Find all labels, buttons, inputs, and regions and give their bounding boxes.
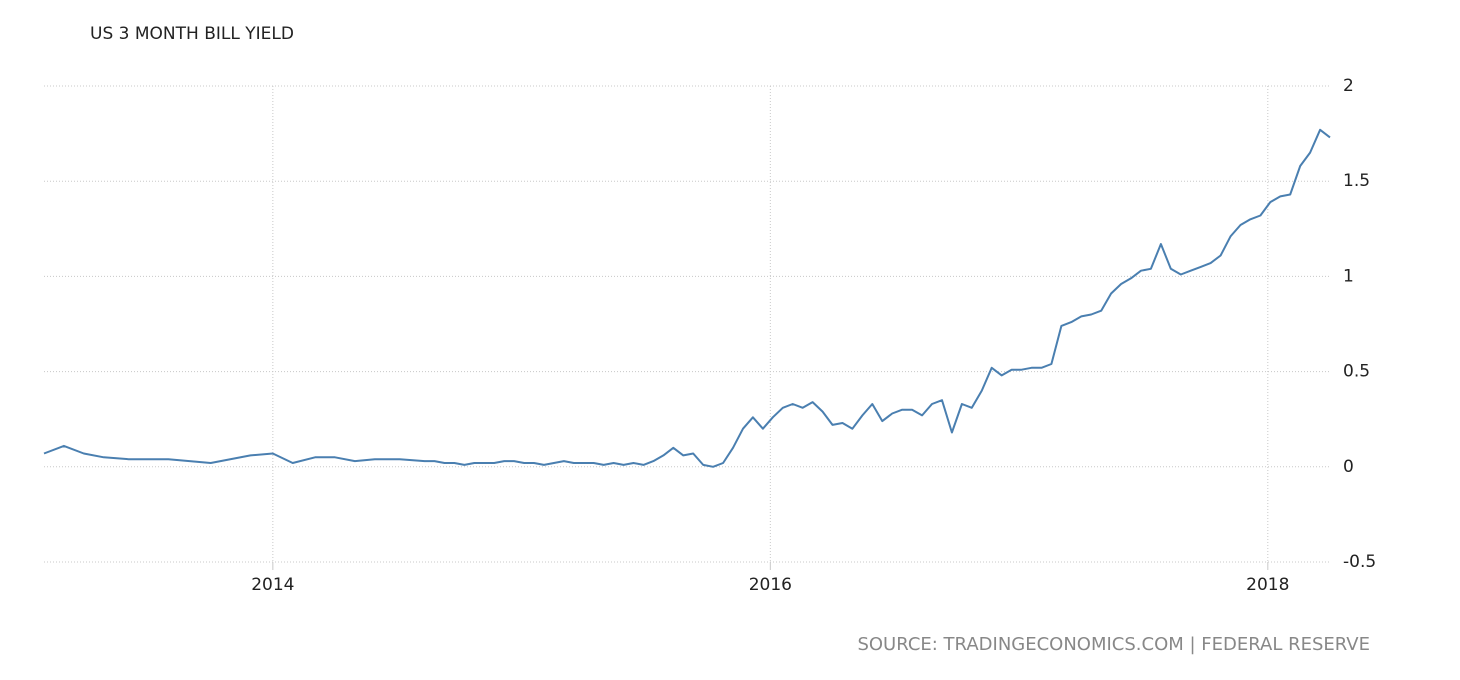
y-tick-label: 1.5 — [1343, 171, 1370, 191]
source: SOURCE: TRADINGECONOMICS.COM | FEDERAL R… — [857, 634, 1370, 655]
y-tick-label: 0.5 — [1343, 362, 1370, 382]
x-tick-label: 2014 — [251, 575, 294, 595]
y-tick-label: 0 — [1343, 457, 1354, 477]
x-tick-label: 2016 — [749, 575, 792, 595]
y-tick-label: 2 — [1343, 76, 1354, 96]
line — [43, 128, 1331, 468]
y-tick-label: 1 — [1343, 266, 1354, 286]
chart-title: US 3 MONTH BILL YIELD — [90, 24, 294, 44]
x-tick-label: 2018 — [1246, 575, 1289, 595]
y-tick-label: -0.5 — [1343, 552, 1376, 572]
